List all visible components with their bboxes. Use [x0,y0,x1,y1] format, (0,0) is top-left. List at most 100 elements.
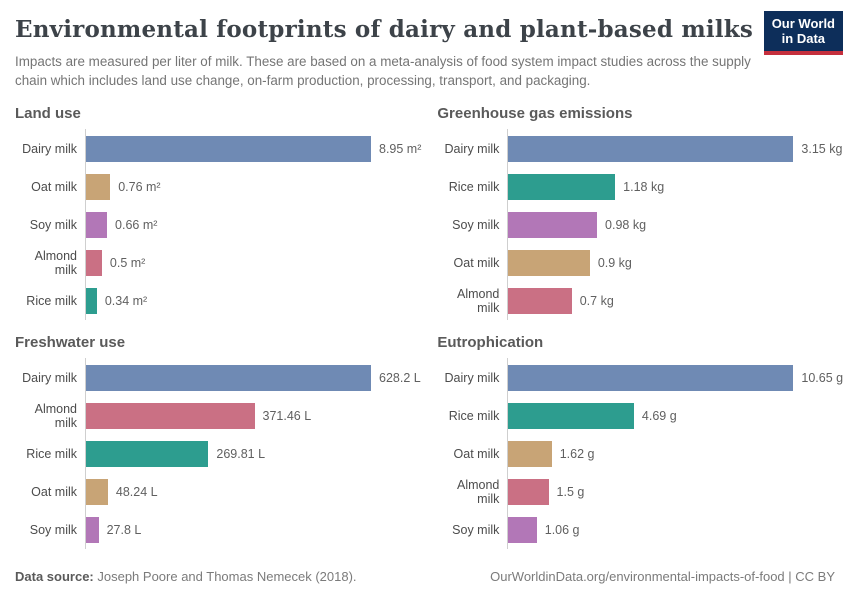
bar-soy-milk [508,516,537,543]
data-source: Data source: Joseph Poore and Thomas Nem… [15,569,357,584]
category-label: Oat milk [453,446,500,461]
category-label: Almond milk [457,477,500,506]
bar-dairy-milk [508,364,794,391]
bar-area: 0.34 m² [85,287,421,314]
bar-row: Soy milk 27.8 L [15,516,421,543]
bar-rice-milk [86,287,97,314]
category-label: Oat milk [31,179,77,194]
panel-freshwater-use: Freshwater use Dairy milk 628.2 L Almond m… [15,334,421,549]
owid-logo-line1: Our World [771,16,835,31]
bar-dairy-milk [86,364,371,391]
category-label: Oat milk [453,255,500,270]
category-label: Dairy milk [22,370,77,385]
bar-area: 10.65 g [507,364,843,391]
bar-area: 1.62 g [507,440,843,467]
chart-land-use: Dairy milk 8.95 m² Oat milk 0.76 m² Soy milk… [15,128,422,320]
category-label: Dairy milk [22,141,77,156]
category-label: Soy milk [29,217,77,232]
value-label: 0.98 kg [605,217,647,232]
bar-area: 4.69 g [507,402,843,429]
category-label: Rice milk [26,446,77,461]
category-label: Rice milk [448,179,500,194]
bar-row: Oat milk 0.76 m² [15,173,421,200]
category-label: Oat milk [31,484,77,499]
bar-oat-milk [508,249,590,276]
bar-oat-milk [86,173,111,200]
value-label: 0.5 m² [109,255,146,270]
bar-area: 0.66 m² [85,211,421,238]
data-source-label: Data source: [15,569,94,584]
bar-almond-milk [508,287,572,314]
bar-area: 628.2 L [85,364,421,391]
bar-row: Rice milk 0.34 m² [15,287,421,314]
bar-area: 48.24 L [85,478,421,505]
bar-rice-milk [508,173,616,200]
value-label: 0.9 kg [597,255,632,270]
bar-oat-milk [508,440,552,467]
header: Environmental footprints of dairy and pl… [0,0,850,91]
bar-row: Dairy milk 628.2 L [15,364,421,391]
bar-area: 1.5 g [507,478,843,505]
value-label: 27.8 L [106,522,142,537]
bar-soy-milk [86,211,108,238]
owid-logo[interactable]: Our World in Data [763,11,843,55]
panel-ghg-emissions: Greenhouse gas emissions Dairy milk 3.15 … [437,105,843,320]
bar-dairy-milk [508,135,794,162]
chart-ghg-emissions: Dairy milk 3.15 kg Rice milk 1.18 kg Soy mil… [437,128,843,320]
bar-row: Soy milk 1.06 g [437,516,843,543]
bar-row: Oat milk 1.62 g [437,440,843,467]
category-label: Almond milk [457,286,500,315]
owid-logo-line2: in Data [781,30,826,46]
value-label: 48.24 L [115,484,158,499]
value-label: 371.46 L [262,408,312,423]
value-label: 0.7 kg [579,293,614,308]
bar-row: Oat milk 0.9 kg [437,249,843,276]
bar-soy-milk [86,516,99,543]
value-label: 0.34 m² [104,293,148,308]
data-source-text: Joseph Poore and Thomas Nemecek (2018). [93,569,357,584]
bar-row: Almond milk 0.7 kg [437,286,843,315]
category-label: Rice milk [26,293,77,308]
bar-row: Oat milk 48.24 L [15,478,421,505]
value-label: 1.62 g [559,446,595,461]
bar-area: 1.18 kg [507,173,843,200]
bar-row: Dairy milk 8.95 m² [15,135,422,162]
value-label: 8.95 m² [379,141,422,156]
page-title: Environmental footprints of dairy and pl… [15,16,754,43]
value-label: 0.66 m² [115,217,158,232]
bar-area: 0.98 kg [507,211,843,238]
bar-row: Rice milk 269.81 L [15,440,421,467]
charts-grid: Land use Dairy milk 8.95 m² Oat milk 0.76 m… [0,105,850,549]
footer-url[interactable]: OurWorldinData.org/environmental-impacts… [490,569,835,584]
bar-row: Soy milk 0.66 m² [15,211,421,238]
footer: Data source: Joseph Poore and Thomas Nem… [15,569,835,584]
bar-row: Rice milk 1.18 kg [437,173,843,200]
bar-almond-milk [86,402,255,429]
bar-row: Soy milk 0.98 kg [437,211,843,238]
bar-row: Rice milk 4.69 g [437,402,843,429]
bar-row: Almond milk 0.5 m² [15,248,421,277]
panel-land-use: Land use Dairy milk 8.95 m² Oat milk 0.76 m… [15,105,422,320]
bar-almond-milk [508,478,549,505]
bar-row: Almond milk 371.46 L [15,401,421,430]
category-label: Dairy milk [444,370,500,385]
value-label: 3.15 kg [801,141,843,156]
chart-freshwater-use: Dairy milk 628.2 L Almond milk 371.46 L Rice… [15,357,421,549]
value-label: 4.69 g [641,408,677,423]
bar-soy-milk [508,211,598,238]
category-label: Almond milk [34,401,77,430]
category-label: Soy milk [452,522,500,537]
bar-rice-milk [86,440,209,467]
bar-almond-milk [86,249,102,276]
bar-area: 0.76 m² [85,173,421,200]
category-label: Soy milk [29,522,77,537]
chart-subtitle: Impacts are measured per liter of milk. … [15,54,751,89]
category-label: Soy milk [452,217,500,232]
chart-eutrophication: Dairy milk 10.65 g Rice milk 4.69 g Oat milk… [437,357,843,549]
panel-eutrophication: Eutrophication Dairy milk 10.65 g Rice mil… [437,334,843,549]
value-label: 1.18 kg [623,179,665,194]
category-label: Dairy milk [444,141,500,156]
bar-row: Dairy milk 10.65 g [437,364,843,391]
bar-row: Almond milk 1.5 g [437,477,843,506]
category-label: Almond milk [34,248,77,277]
